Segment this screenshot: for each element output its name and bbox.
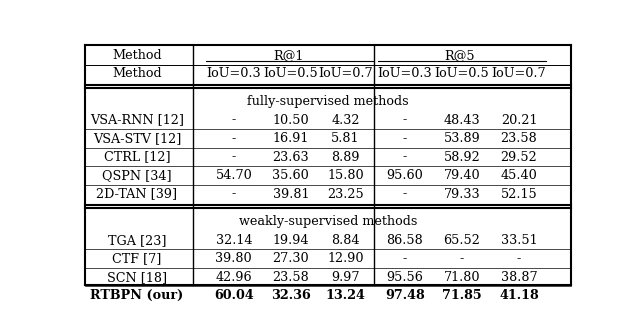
Text: 41.18: 41.18 bbox=[499, 289, 539, 302]
Text: IoU=0.7: IoU=0.7 bbox=[318, 67, 372, 80]
Text: 27.30: 27.30 bbox=[273, 252, 309, 265]
Text: 79.33: 79.33 bbox=[444, 188, 480, 201]
Text: 8.89: 8.89 bbox=[331, 150, 360, 163]
Text: IoU=0.3: IoU=0.3 bbox=[207, 67, 261, 80]
Text: 10.50: 10.50 bbox=[273, 114, 309, 127]
Text: TGA [23]: TGA [23] bbox=[108, 234, 166, 247]
Text: 5.81: 5.81 bbox=[331, 132, 360, 145]
Text: R@5: R@5 bbox=[444, 49, 475, 62]
Text: 35.60: 35.60 bbox=[273, 169, 309, 182]
Text: 15.80: 15.80 bbox=[327, 169, 364, 182]
Text: IoU=0.7: IoU=0.7 bbox=[492, 67, 547, 80]
Text: 95.60: 95.60 bbox=[387, 169, 423, 182]
Text: 23.25: 23.25 bbox=[327, 188, 364, 201]
Text: 65.52: 65.52 bbox=[444, 234, 481, 247]
Text: -: - bbox=[403, 252, 407, 265]
Text: -: - bbox=[460, 252, 464, 265]
Text: weakly-supervised methods: weakly-supervised methods bbox=[239, 215, 417, 228]
Text: 48.43: 48.43 bbox=[444, 114, 480, 127]
Text: 39.80: 39.80 bbox=[216, 252, 252, 265]
Text: 97.48: 97.48 bbox=[385, 289, 425, 302]
Text: -: - bbox=[232, 150, 236, 163]
Text: 19.94: 19.94 bbox=[273, 234, 309, 247]
Text: 53.89: 53.89 bbox=[444, 132, 480, 145]
Text: IoU=0.5: IoU=0.5 bbox=[435, 67, 490, 80]
Text: IoU=0.5: IoU=0.5 bbox=[264, 67, 318, 80]
Text: 39.81: 39.81 bbox=[273, 188, 309, 201]
Text: Method: Method bbox=[112, 67, 162, 80]
Text: QSPN [34]: QSPN [34] bbox=[102, 169, 172, 182]
Text: -: - bbox=[517, 252, 521, 265]
Text: CTF [7]: CTF [7] bbox=[113, 252, 162, 265]
Text: 29.52: 29.52 bbox=[500, 150, 538, 163]
Text: 4.32: 4.32 bbox=[331, 114, 360, 127]
Text: 79.40: 79.40 bbox=[444, 169, 480, 182]
Text: IoU=0.3: IoU=0.3 bbox=[378, 67, 432, 80]
Text: -: - bbox=[403, 114, 407, 127]
Text: 13.24: 13.24 bbox=[325, 289, 365, 302]
Text: -: - bbox=[232, 132, 236, 145]
Text: 38.87: 38.87 bbox=[500, 271, 537, 284]
Text: VSA-STV [12]: VSA-STV [12] bbox=[93, 132, 181, 145]
Text: -: - bbox=[403, 132, 407, 145]
Text: 8.84: 8.84 bbox=[331, 234, 360, 247]
Text: R@1: R@1 bbox=[273, 49, 303, 62]
Text: 71.85: 71.85 bbox=[442, 289, 482, 302]
Text: 60.04: 60.04 bbox=[214, 289, 253, 302]
Text: 42.96: 42.96 bbox=[216, 271, 252, 284]
Text: 20.21: 20.21 bbox=[500, 114, 537, 127]
Text: 86.58: 86.58 bbox=[387, 234, 423, 247]
Text: CTRL [12]: CTRL [12] bbox=[104, 150, 170, 163]
Text: 23.58: 23.58 bbox=[500, 132, 538, 145]
Text: -: - bbox=[232, 114, 236, 127]
Text: 32.36: 32.36 bbox=[271, 289, 310, 302]
Text: Method: Method bbox=[112, 49, 162, 62]
Text: 23.58: 23.58 bbox=[273, 271, 309, 284]
Text: 9.97: 9.97 bbox=[331, 271, 360, 284]
Text: 58.92: 58.92 bbox=[444, 150, 480, 163]
Text: SCN [18]: SCN [18] bbox=[107, 271, 167, 284]
Text: RTBPN (our): RTBPN (our) bbox=[90, 289, 184, 302]
Text: 71.80: 71.80 bbox=[444, 271, 480, 284]
Text: 52.15: 52.15 bbox=[500, 188, 538, 201]
Text: 23.63: 23.63 bbox=[273, 150, 309, 163]
Text: -: - bbox=[403, 150, 407, 163]
Text: 45.40: 45.40 bbox=[500, 169, 538, 182]
Text: 16.91: 16.91 bbox=[273, 132, 309, 145]
Text: 32.14: 32.14 bbox=[216, 234, 252, 247]
Text: 54.70: 54.70 bbox=[216, 169, 252, 182]
Text: 95.56: 95.56 bbox=[387, 271, 423, 284]
Text: VSA-RNN [12]: VSA-RNN [12] bbox=[90, 114, 184, 127]
Text: fully-supervised methods: fully-supervised methods bbox=[247, 95, 409, 108]
Text: 33.51: 33.51 bbox=[500, 234, 537, 247]
Text: 12.90: 12.90 bbox=[327, 252, 364, 265]
Text: 2D-TAN [39]: 2D-TAN [39] bbox=[97, 188, 178, 201]
Text: -: - bbox=[232, 188, 236, 201]
Text: -: - bbox=[403, 188, 407, 201]
